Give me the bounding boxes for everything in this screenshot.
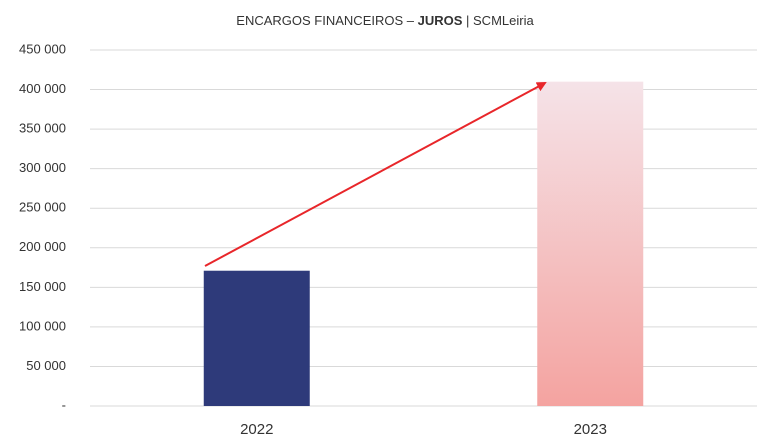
title-part: | SCMLeiria [462, 13, 534, 28]
plot: - 50 000 100 000 150 000 200 000 250 000 300 0… [19, 41, 757, 438]
title-part: ENCARGOS FINANCEIROS – [236, 13, 417, 28]
chart-title: ENCARGOS FINANCEIROS – JUROS | SCMLeiria [236, 13, 534, 28]
y-tick-label: 100 000 [19, 318, 66, 333]
y-tick-label: 450 000 [19, 41, 66, 56]
x-tick-label: 2023 [574, 421, 607, 438]
trend-arrow [204, 82, 547, 267]
title-part: JUROS [418, 13, 463, 28]
y-tick-label: 150 000 [19, 279, 66, 294]
y-tick-label: 250 000 [19, 200, 66, 215]
y-tick-label: 50 000 [26, 358, 66, 373]
y-tick-label: 200 000 [19, 239, 66, 254]
y-tick-label: - [62, 397, 66, 412]
bar [203, 270, 310, 406]
y-tick-label: 400 000 [19, 81, 66, 96]
y-tick-label: 300 000 [19, 160, 66, 175]
y-tick-label: 350 000 [19, 121, 66, 136]
bar [537, 81, 644, 407]
x-tick-label: 2022 [240, 421, 273, 438]
